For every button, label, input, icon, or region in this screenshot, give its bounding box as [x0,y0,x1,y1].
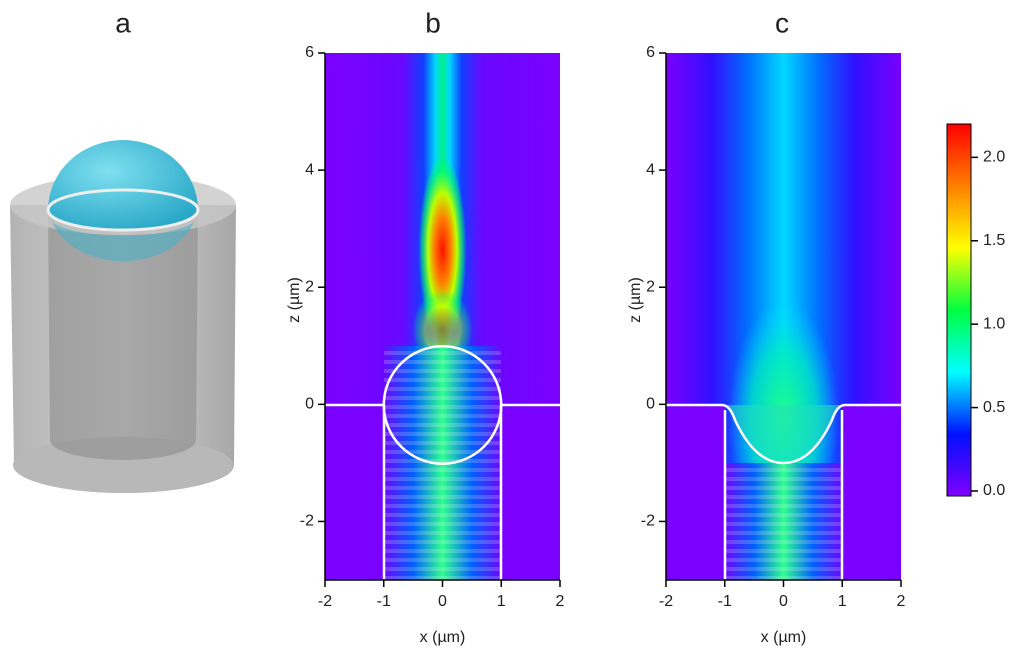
x-tick-label: 2 [556,593,565,610]
y-tick-label: 2 [305,278,314,295]
panel-label: b [425,7,441,38]
x-tick-label: -1 [377,593,391,610]
y-tick-label: 0 [646,396,655,413]
x-tick-label: -2 [659,593,673,610]
y-tick-label: 0 [305,396,314,413]
field-map [666,53,901,580]
y-tick-label: 2 [646,278,655,295]
x-tick-label: 2 [897,593,906,610]
x-tick-label: -1 [718,593,732,610]
x-tick-label: 1 [838,593,847,610]
x-tick-label: 0 [779,593,788,610]
colorbar-tick-label: 2.0 [983,149,1005,166]
field-map [325,53,560,580]
x-tick-label: 0 [438,593,447,610]
x-axis-label: x (µm) [420,629,466,646]
render [10,140,236,493]
colorbar-tick-label: 0.5 [983,399,1005,416]
y-axis-label: z (µm) [286,277,303,323]
y-tick-label: 4 [305,161,314,178]
y-tick-label: 6 [646,44,655,61]
x-tick-label: 1 [497,593,506,610]
colorbar-tick-label: 1.5 [983,232,1005,249]
colorbar [946,123,972,497]
y-axis-label: z (µm) [627,277,644,323]
y-tick-label: 4 [646,161,655,178]
x-axis-label: x (µm) [761,629,807,646]
colorbar-tick-label: 0.0 [983,482,1005,499]
panel-label: a [115,7,131,38]
colorbar-tick-label: 1.0 [983,315,1005,332]
y-tick-label: -2 [641,513,655,530]
y-tick-label: 6 [305,44,314,61]
y-tick-label: -2 [300,513,314,530]
panel-label: c [775,7,789,38]
x-tick-label: -2 [318,593,332,610]
